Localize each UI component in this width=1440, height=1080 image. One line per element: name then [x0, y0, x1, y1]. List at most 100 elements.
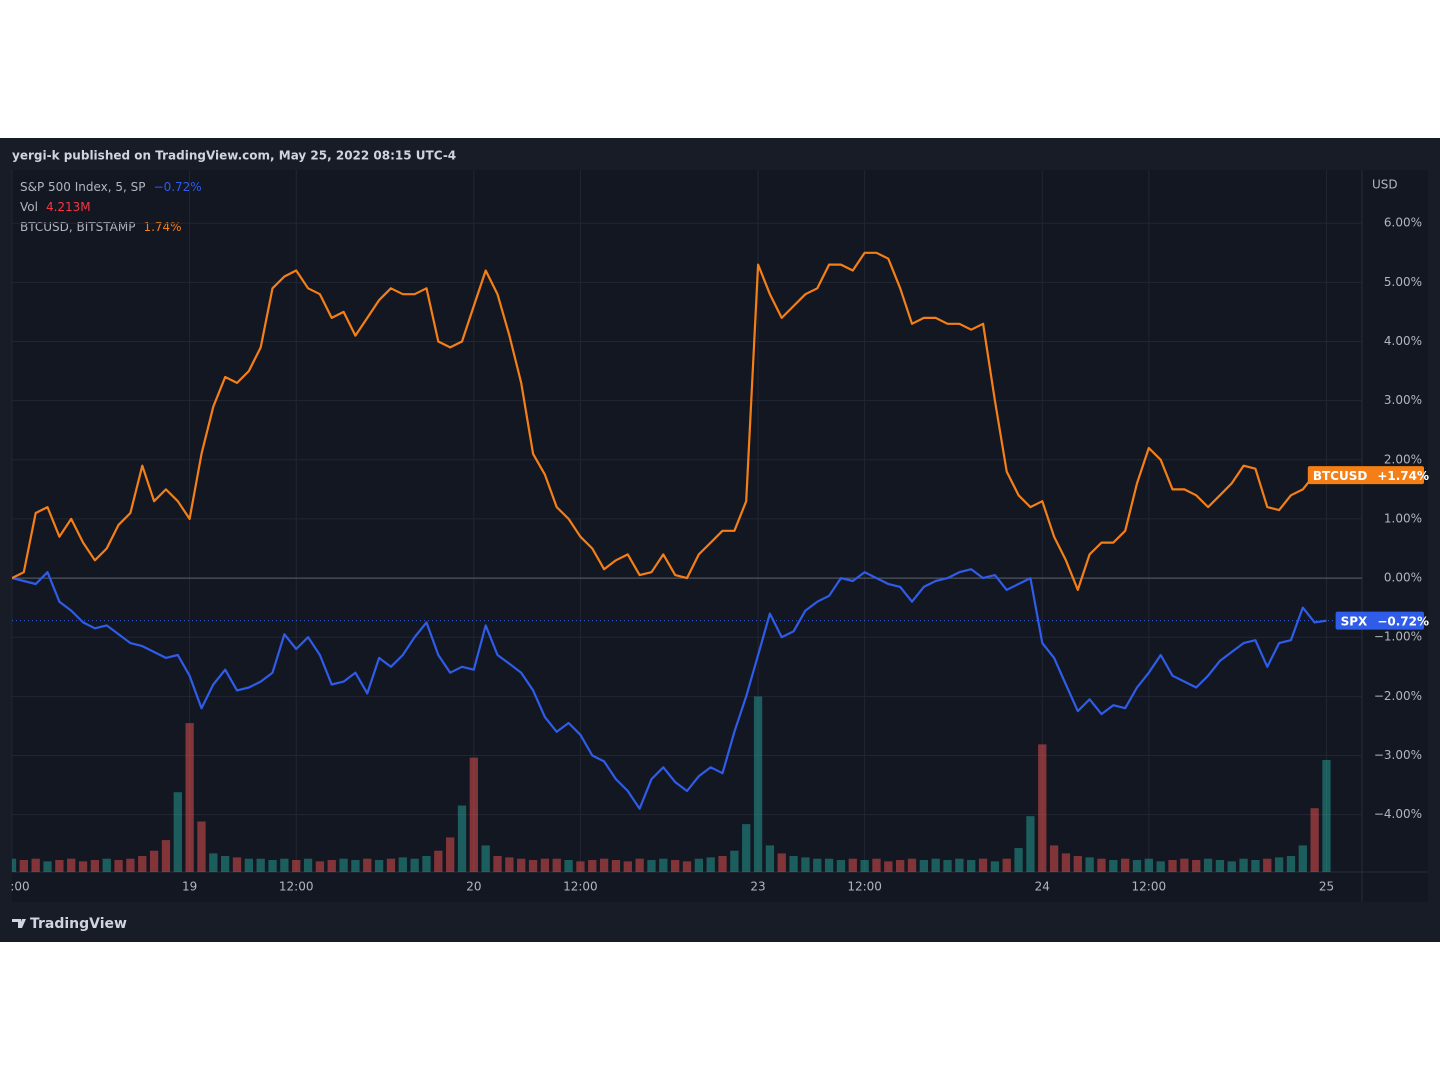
price-tag-text: BTCUSD +1.74% [1313, 469, 1429, 483]
legend-name: BTCUSD, BITSTAMP [20, 220, 135, 234]
legend-entry: BTCUSD, BITSTAMP 1.74% [20, 220, 182, 234]
price-tag-box [1307, 466, 1424, 485]
x-tick-label: 12:00 [847, 880, 882, 894]
volume-bar [1144, 858, 1153, 872]
price-tag-name: SPX [1341, 614, 1368, 628]
volume-bar [611, 860, 621, 872]
volume-bar [457, 805, 467, 872]
volume-bar [114, 860, 123, 872]
volume-bar [1263, 858, 1272, 872]
price-tag: SPX −0.72% [1335, 611, 1429, 630]
y-axis-label: USD [1372, 178, 1398, 192]
volume-bar [517, 858, 526, 872]
volume-bar [576, 861, 585, 872]
volume-bar [1298, 845, 1307, 872]
volume-bar [339, 858, 348, 872]
volume-bar [410, 858, 419, 872]
x-tick-label: 24 [1035, 880, 1050, 894]
volume-bar [1192, 860, 1201, 872]
x-tick-label: 19 [182, 880, 197, 894]
volume-bar [623, 861, 632, 872]
y-tick-label: 0.00% [1384, 571, 1422, 585]
volume-bar [564, 860, 573, 872]
volume-bar [955, 858, 964, 872]
volume-bar [173, 792, 182, 872]
volume-bar [386, 858, 396, 872]
volume-bar [990, 861, 1000, 872]
volume-bar [1121, 858, 1130, 872]
legend-entry: Vol 4.213M [20, 200, 91, 214]
volume-bar [149, 850, 159, 872]
volume-bar [813, 858, 822, 872]
volume-bar [872, 858, 881, 872]
y-tick-label: −2.00% [1374, 689, 1422, 703]
volume-bar [90, 860, 100, 872]
volume-bar [599, 858, 609, 872]
volume-bar [1109, 860, 1118, 872]
volume-bar [706, 857, 715, 872]
volume-bar [31, 858, 40, 872]
y-tick-label: 5.00% [1384, 275, 1422, 289]
volume-bar [1168, 860, 1177, 872]
price-tag-text: SPX −0.72% [1341, 614, 1429, 628]
volume-bar [1132, 860, 1142, 872]
legend-value: 4.213M [46, 200, 91, 214]
volume-bar [824, 858, 834, 872]
volume-bar [1061, 853, 1071, 872]
volume-bar [682, 861, 692, 872]
volume-bar [552, 858, 561, 872]
volume-bar [374, 860, 384, 872]
volume-bar [540, 858, 550, 872]
x-tick-label: 12:00 [563, 880, 598, 894]
volume-bar [777, 853, 786, 872]
x-tick-label: 23 [750, 880, 765, 894]
chart-area [12, 170, 1428, 902]
volume-bar [398, 857, 407, 872]
volume-bar [434, 850, 443, 872]
volume-bar [12, 858, 17, 872]
legend-entry: S&P 500 Index, 5, SP −0.72% [20, 180, 202, 194]
series-line [12, 568, 1327, 810]
volume-bar [102, 858, 111, 872]
volume-bar [315, 861, 325, 872]
volume-bar [1322, 759, 1331, 872]
volume-bar [138, 856, 147, 872]
volume-bar [694, 858, 703, 872]
volume-bar [185, 723, 194, 872]
grid [11, 170, 1362, 872]
volume-bar [884, 861, 893, 872]
volume-bar [221, 856, 230, 872]
volume-bar [505, 857, 514, 872]
volume-bar [232, 857, 242, 872]
volume-bar [1026, 816, 1035, 872]
volume-bar [280, 858, 289, 872]
volume-bar [1002, 858, 1011, 872]
legend-value: −0.72% [154, 180, 202, 194]
volume-bar [1203, 858, 1213, 872]
volume-bar [730, 850, 739, 872]
y-tick-label: 1.00% [1384, 511, 1422, 525]
volume-bar [718, 856, 727, 872]
volume-bar [896, 860, 905, 872]
footer-brand: TradingView [30, 916, 127, 932]
volume-bar [351, 860, 360, 872]
volume-bar [1215, 860, 1225, 872]
volume-bar [244, 858, 253, 872]
x-tick-label: 20 [466, 880, 481, 894]
volume-bar [1038, 744, 1047, 872]
volume-bar [292, 860, 301, 872]
y-tick-label: −4.00% [1374, 807, 1422, 821]
volume-bar [588, 860, 597, 872]
volume-bar [446, 837, 455, 872]
y-tick-label: −1.00% [1374, 630, 1422, 644]
volume-bar [836, 860, 846, 872]
volume-bar [19, 860, 28, 872]
logo-icon [12, 919, 26, 928]
volume-bar [481, 845, 490, 872]
volume-bar [647, 860, 656, 872]
x-tick-label: :00 [10, 880, 29, 894]
volume-bar [860, 860, 869, 872]
series-line [12, 251, 1327, 591]
volume-bar [161, 840, 171, 872]
x-tick-label: 25 [1319, 880, 1334, 894]
